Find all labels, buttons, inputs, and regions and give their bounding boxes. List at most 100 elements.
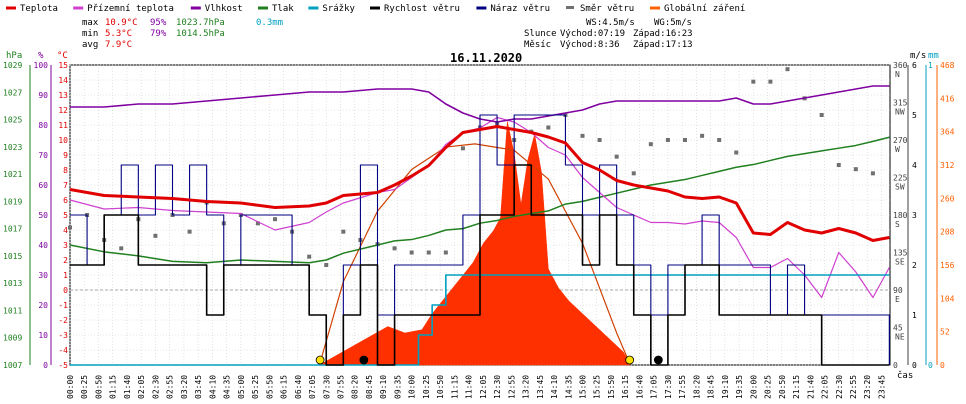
direction-point	[460, 146, 465, 151]
humidity-tick: 80	[38, 121, 48, 130]
x-tick-label: 10:25	[422, 375, 431, 399]
wind-tick: 4	[912, 161, 917, 170]
x-tick-label: 08:45	[365, 375, 374, 399]
direction-point	[392, 246, 397, 251]
legend-label: Náraz větru	[490, 4, 550, 14]
direction-point	[717, 138, 722, 142]
x-tick-label: 11:15	[450, 375, 459, 399]
humidity-tick: 40	[38, 241, 48, 250]
x-tick-label: 05:00	[237, 375, 246, 399]
radiation-tick: 208	[940, 228, 955, 237]
direction-point	[734, 150, 739, 155]
humidity-unit: %	[38, 51, 44, 61]
pressure-unit: hPa	[6, 51, 22, 61]
humidity-tick: 50	[38, 211, 48, 220]
pressure-tick: 1021	[3, 170, 22, 179]
x-tick-label: 22:05	[821, 375, 830, 399]
direction-tick: 90	[893, 286, 903, 295]
x-tick-label: 08:20	[351, 375, 360, 399]
x-tick-label: 12:05	[479, 375, 488, 399]
pressure-tick: 1011	[3, 306, 22, 315]
direction-point	[307, 254, 312, 259]
legend: Teplota Přízemní teplota Vlhkost Tlak Srážky…	[6, 4, 745, 14]
temperature-tick: -4	[58, 346, 68, 355]
wind-tick: 1	[912, 311, 917, 320]
temperature-tick: 9	[63, 151, 68, 160]
x-tick-label: 20:00	[749, 375, 758, 399]
legend-swatch	[566, 6, 574, 9]
x-tick-label: 07:30	[322, 375, 331, 399]
direction-point	[546, 125, 551, 130]
x-tick-label: 01:40	[123, 375, 132, 399]
x-tick-label: 22:30	[835, 375, 844, 399]
pressure-tick: 1019	[3, 197, 22, 206]
x-tick-label: 12:55	[507, 375, 516, 399]
wind-tick: 0	[912, 361, 917, 370]
pressure-tick: 1027	[3, 88, 22, 97]
legend-label: Tlak	[272, 4, 294, 14]
humidity-line	[70, 85, 890, 123]
temperature-tick: -2	[58, 316, 68, 325]
temperature-tick: 10	[58, 136, 68, 145]
humidity-tick: 70	[38, 151, 48, 160]
x-tick-label: 04:10	[208, 375, 217, 399]
wind-unit: m/s	[910, 51, 926, 61]
stat-max-label: max	[82, 18, 99, 28]
legend-label: Globální záření	[664, 4, 745, 14]
series-lines	[69, 85, 890, 366]
direction-point	[819, 113, 824, 117]
x-tick-label: 07:55	[336, 375, 345, 399]
info-sun-label: Slunce	[524, 29, 557, 39]
direction-tick-label: E	[895, 295, 900, 304]
precip-line	[70, 274, 890, 366]
x-tick-label: 20:50	[778, 375, 787, 399]
x-tick-label: 15:25	[593, 375, 602, 399]
temperature-tick: 13	[58, 91, 68, 100]
direction-tick: 45	[893, 324, 903, 333]
stat-min-temp: 5.3°C	[105, 29, 132, 39]
direction-point	[870, 171, 875, 176]
info-moon-label: Měsíc	[524, 40, 551, 50]
temperature-tick: 1	[63, 271, 68, 280]
temperature-tick: 7	[63, 181, 68, 190]
legend-label: Rychlost větru	[384, 4, 460, 14]
pressure-tick: 1023	[3, 143, 22, 152]
x-tick-label: 10:50	[436, 375, 445, 399]
temperature-tick: 3	[63, 241, 68, 250]
x-tick-label: 23:45	[877, 375, 886, 399]
legend-label: Teplota	[20, 4, 58, 14]
apparent-temperature-line	[69, 116, 890, 299]
x-tick-label: 06:40	[294, 375, 303, 399]
stats-block: max 10.9°C 95% 1023.7hPa 0.3mm min 5.3°C…	[82, 18, 283, 50]
x-tick-label: 03:45	[194, 375, 203, 399]
direction-tick-label: SW	[895, 183, 905, 192]
pressure-line	[69, 136, 890, 264]
stat-avg-temp: 7.9°C	[105, 40, 132, 50]
direction-tick-label: NE	[895, 333, 905, 342]
wind-tick: 2	[912, 261, 917, 270]
x-axis-label: čas	[897, 370, 913, 381]
pressure-tick: 1007	[3, 361, 22, 370]
stat-min-label: min	[82, 29, 98, 39]
chart-title: 16.11.2020	[450, 51, 522, 65]
direction-point	[648, 142, 653, 147]
humidity-tick: 100	[34, 61, 49, 70]
x-tick-label: 13:20	[522, 375, 531, 399]
x-tick-label: 17:30	[664, 375, 673, 399]
wind-tick: 5	[912, 111, 917, 120]
direction-point	[119, 246, 124, 251]
radiation-tick: 0	[940, 361, 945, 370]
info-moonset: Západ:17:13	[633, 40, 693, 50]
direction-point	[68, 225, 72, 230]
temperature-tick: 11	[58, 121, 68, 130]
temperature-tick: 5	[63, 211, 68, 220]
x-tick-label: 04:35	[223, 375, 232, 399]
x-tick-label: 16:40	[635, 375, 644, 399]
sun-set-marker	[625, 355, 635, 365]
radiation-tick: 260	[940, 194, 955, 203]
direction-tick-label: NW	[895, 108, 905, 117]
humidity-tick: 30	[38, 271, 48, 280]
precip-tick: 1	[928, 61, 933, 70]
temperature-unit: °C	[57, 51, 68, 61]
direction-point	[631, 171, 636, 176]
